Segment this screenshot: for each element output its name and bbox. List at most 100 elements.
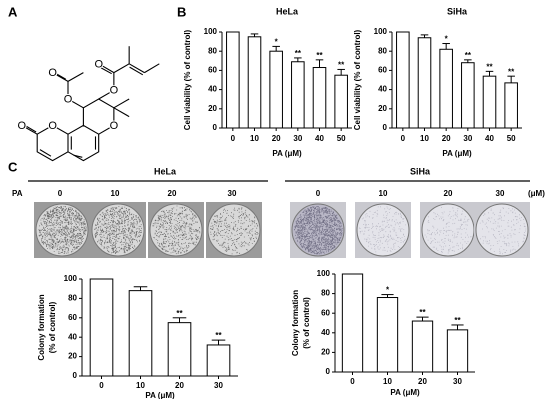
x-tick-label: 0 xyxy=(350,377,355,386)
colonies xyxy=(479,207,527,255)
dose-label: 10 xyxy=(111,189,120,198)
atom-label: O xyxy=(95,58,104,70)
x-tick-label: 10 xyxy=(250,134,259,143)
y-tick-label: 80 xyxy=(68,294,77,303)
y-tick-label: 0 xyxy=(383,123,388,132)
significance-label: ** xyxy=(176,309,183,318)
y-tick-label: 20 xyxy=(378,104,387,113)
x-tick-label: 30 xyxy=(293,134,302,143)
colony-header: HeLa SiHa PA (μM) xyxy=(12,166,545,198)
panel-label: C xyxy=(8,159,18,174)
bar xyxy=(417,37,432,129)
y-tick-label: 60 xyxy=(68,313,77,322)
x-axis-label: PA (μM) xyxy=(442,149,472,158)
x-tick-label: 40 xyxy=(485,134,494,143)
atom-mask xyxy=(47,120,58,131)
colonies xyxy=(94,206,142,254)
dose-label: 30 xyxy=(228,189,237,198)
atom-label: O xyxy=(110,85,119,97)
x-tick-label: 40 xyxy=(315,134,324,143)
bar xyxy=(334,74,348,129)
bar xyxy=(341,273,364,373)
x-axis-label: PA (μM) xyxy=(390,388,420,397)
dose-label: 20 xyxy=(444,189,453,198)
significance-label: ** xyxy=(508,67,515,76)
cell-line: HeLa xyxy=(154,166,177,176)
dose-label: 0 xyxy=(316,189,321,198)
bar xyxy=(206,344,231,377)
dish xyxy=(475,203,529,257)
bar xyxy=(411,320,434,373)
colonies xyxy=(424,207,472,254)
x-axis-label: PA (μM) xyxy=(272,149,302,158)
x-tick-label: 10 xyxy=(383,377,392,386)
x-tick-label: 10 xyxy=(420,134,429,143)
dish xyxy=(91,203,145,257)
significance-label: * xyxy=(445,35,449,44)
y-tick-label: 60 xyxy=(321,308,330,317)
x-tick-label: 30 xyxy=(214,381,223,390)
y-tick-label: 40 xyxy=(208,85,217,94)
treatment-label: PA xyxy=(12,189,23,198)
y-axis-label: Colony formation xyxy=(37,294,46,360)
chemical-structure: O O O O O O O xyxy=(16,46,160,162)
significance-label: ** xyxy=(338,61,345,70)
y-tick-label: 40 xyxy=(321,328,330,337)
atom-label: O xyxy=(64,93,73,105)
atom-label: O xyxy=(18,120,27,132)
y-tick-label: 40 xyxy=(378,85,387,94)
bar xyxy=(461,62,475,129)
x-tick-label: 20 xyxy=(442,134,451,143)
y-tick-label: 20 xyxy=(321,348,330,357)
bar xyxy=(247,36,262,129)
x-tick-label: 20 xyxy=(272,134,281,143)
significance-label: ** xyxy=(215,331,222,340)
dish xyxy=(421,203,475,257)
y-tick-label: 100 xyxy=(317,269,331,278)
significance-label: ** xyxy=(454,316,461,325)
atom-label: O xyxy=(48,67,57,79)
atom-label: O xyxy=(48,120,57,132)
significance-label: ** xyxy=(316,51,323,60)
atom-mask xyxy=(108,120,119,131)
colonies xyxy=(38,206,87,254)
y-tick-label: 0 xyxy=(73,371,78,380)
chart-title: HeLa xyxy=(276,6,299,16)
y-tick-label: 0 xyxy=(326,367,331,376)
atom-label: O xyxy=(110,120,119,132)
bar xyxy=(482,75,497,129)
bar xyxy=(269,50,283,129)
y-axis-label: (% of control) xyxy=(302,297,311,349)
cell-line: SiHa xyxy=(410,166,431,176)
bar xyxy=(167,322,192,377)
y-tick-label: 40 xyxy=(68,332,77,341)
y-tick-label: 60 xyxy=(378,66,387,75)
unit-label: (μM) xyxy=(528,189,545,198)
x-tick-label: 10 xyxy=(136,381,145,390)
bar xyxy=(504,82,518,129)
bar xyxy=(396,31,410,129)
panel-label: B xyxy=(177,4,186,19)
bar xyxy=(226,31,240,129)
dose-label: 20 xyxy=(168,189,177,198)
dose-label: 30 xyxy=(496,189,505,198)
bar xyxy=(312,67,327,129)
x-tick-label: 20 xyxy=(175,381,184,390)
atom-mask xyxy=(63,94,73,104)
y-tick-label: 80 xyxy=(321,289,330,298)
x-axis-label: PA (μM) xyxy=(145,391,175,399)
x-tick-label: 0 xyxy=(401,134,406,143)
x-tick-label: 50 xyxy=(337,134,346,143)
y-tick-label: 60 xyxy=(208,66,217,75)
y-tick-label: 80 xyxy=(208,46,217,55)
y-tick-label: 100 xyxy=(374,27,388,36)
dose-label: 0 xyxy=(58,189,63,198)
y-tick-label: 80 xyxy=(378,46,387,55)
chart-title: SiHa xyxy=(447,6,468,16)
y-axis-label: Cell viability (% of control) xyxy=(183,29,192,130)
significance-label: * xyxy=(386,286,390,295)
x-tick-label: 20 xyxy=(418,377,427,386)
bar xyxy=(291,61,305,129)
atom-mask xyxy=(93,58,104,69)
y-tick-label: 0 xyxy=(213,123,218,132)
